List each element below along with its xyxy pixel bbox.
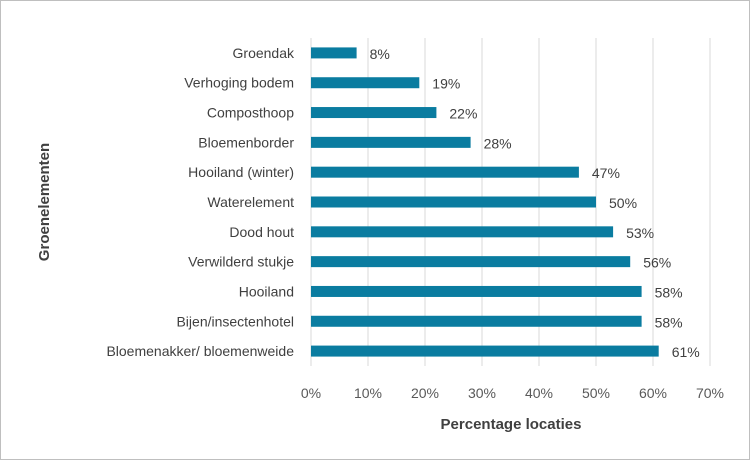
bar bbox=[311, 315, 642, 327]
data-label: 58% bbox=[655, 284, 683, 300]
data-label: 8% bbox=[370, 46, 390, 62]
bar bbox=[311, 47, 357, 59]
y-axis-title: Groenelementen bbox=[36, 143, 53, 261]
category-label: Bloemenborder bbox=[198, 134, 294, 150]
category-label: Groendak bbox=[233, 45, 295, 61]
data-label: 47% bbox=[592, 165, 620, 181]
bar bbox=[311, 107, 437, 119]
bar bbox=[311, 345, 659, 357]
data-label: 56% bbox=[643, 255, 671, 271]
bar bbox=[311, 136, 471, 148]
x-tick-label: 60% bbox=[639, 385, 667, 401]
bar bbox=[311, 77, 420, 89]
x-tick-label: 50% bbox=[582, 385, 610, 401]
x-tick-label: 40% bbox=[525, 385, 553, 401]
bar bbox=[311, 285, 642, 297]
category-label: Composthoop bbox=[207, 105, 294, 121]
x-tick-label: 20% bbox=[411, 385, 439, 401]
x-tick-label: 10% bbox=[354, 385, 382, 401]
data-label: 53% bbox=[626, 225, 654, 241]
category-label: Dood hout bbox=[229, 224, 294, 240]
bar bbox=[311, 256, 631, 268]
data-label: 61% bbox=[672, 344, 700, 360]
category-label: Waterelement bbox=[207, 194, 294, 210]
category-label: Bloemenakker/ bloemenweide bbox=[106, 343, 294, 359]
category-label: Verwilderd stukje bbox=[188, 254, 294, 270]
bar bbox=[311, 226, 614, 238]
category-label: Bijen/insectenhotel bbox=[176, 313, 294, 329]
x-tick-label: 70% bbox=[696, 385, 724, 401]
category-label: Verhoging bodem bbox=[184, 75, 294, 91]
data-label: 28% bbox=[484, 135, 512, 151]
data-label: 50% bbox=[609, 195, 637, 211]
category-label: Hooiland (winter) bbox=[188, 164, 294, 180]
category-label: Hooiland bbox=[239, 283, 294, 299]
x-tick-label: 30% bbox=[468, 385, 496, 401]
data-label: 58% bbox=[655, 314, 683, 330]
x-tick-label: 0% bbox=[301, 385, 321, 401]
x-axis-title: Percentage locaties bbox=[441, 416, 582, 433]
data-label: 22% bbox=[449, 106, 477, 122]
bar bbox=[311, 166, 579, 178]
bar bbox=[311, 196, 596, 208]
data-label: 19% bbox=[432, 76, 460, 92]
